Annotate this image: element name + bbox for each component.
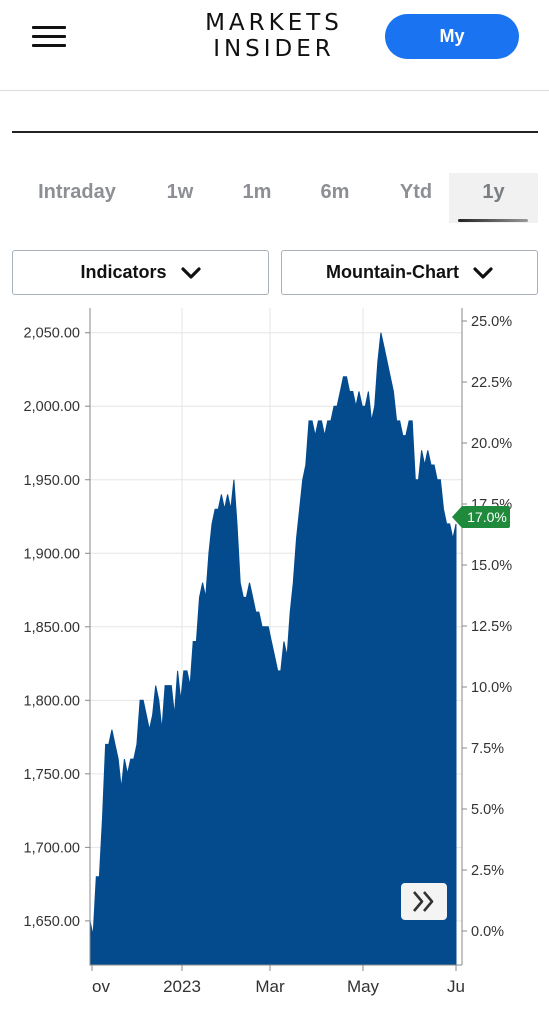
tab-1y[interactable]: 1y [449, 173, 538, 223]
y-left-tick-label: 2,050.00 [24, 326, 80, 342]
expand-button-bg [401, 883, 447, 920]
x-tick-label: 2023 [163, 977, 201, 996]
tab-1w[interactable]: 1w [166, 181, 194, 203]
y-right-tick-label: 25.0% [471, 314, 512, 330]
time-range-tabs: Intraday 1w 1m 6m Ytd 1y [0, 173, 549, 223]
top-header: MARKETS INSIDER My [0, 0, 549, 91]
active-tab-indicator [458, 219, 528, 222]
y-left-tick-label: 1,700.00 [24, 840, 80, 856]
y-right-tick-label: 7.5% [471, 741, 504, 757]
y-right-tick-label: 0.0% [471, 924, 504, 940]
y-right-tick-label: 5.0% [471, 802, 504, 818]
tab-1m[interactable]: 1m [242, 181, 272, 203]
y-left-tick-label: 1,850.00 [24, 620, 80, 636]
y-right-tick-label: 2.5% [471, 863, 504, 879]
x-tick-label: ov [92, 977, 110, 996]
hamburger-menu-icon[interactable] [32, 24, 68, 50]
chevron-down-icon [180, 266, 201, 279]
indicators-label: Indicators [80, 262, 167, 282]
divider [12, 131, 538, 133]
logo-line-1: MARKETS [205, 10, 343, 36]
markets-insider-logo[interactable]: MARKETS INSIDER [198, 10, 350, 62]
expand-chart-button[interactable] [401, 883, 447, 920]
tab-intraday[interactable]: Intraday [38, 181, 116, 203]
y-left-tick-label: 2,000.00 [24, 399, 80, 415]
logo-line-2: INSIDER [213, 36, 335, 62]
y-right-tick-label: 10.0% [471, 680, 512, 696]
chevron-down-icon [473, 266, 493, 279]
y-right-tick-label: 15.0% [471, 558, 512, 574]
mountain-chart-svg: 2,050.00 2,000.00 1,950.00 1,900.00 1,850.00… [24, 308, 512, 996]
y-left-tick-label: 1,950.00 [24, 473, 80, 489]
price-chart[interactable]: 2,050.00 2,000.00 1,950.00 1,900.00 1,850.00… [0, 308, 549, 1008]
y-left-tick-label: 1,900.00 [24, 546, 80, 562]
y-right-tick-label: 22.5% [471, 375, 512, 391]
x-tick-label: Ju [447, 977, 465, 996]
current-value-label: 17.0% [467, 509, 507, 525]
tab-6m[interactable]: 6m [320, 181, 350, 203]
mountain-area-series [89, 332, 457, 966]
y-left-tick-label: 1,650.00 [24, 914, 80, 930]
chart-type-dropdown[interactable]: Mountain-Chart [281, 250, 538, 295]
x-tick-label: May [347, 977, 380, 996]
y-right-tick-label: 20.0% [471, 436, 512, 452]
y-left-tick-label: 1,750.00 [24, 767, 80, 783]
x-tick-label: Mar [255, 977, 285, 996]
indicators-dropdown[interactable]: Indicators [12, 250, 269, 295]
tab-ytd[interactable]: Ytd [399, 181, 433, 203]
y-right-tick-label: 12.5% [471, 619, 512, 635]
my-account-button[interactable]: My [385, 14, 519, 59]
double-chevron-right-icon [413, 891, 434, 912]
current-value-badge [452, 506, 510, 528]
y-left-tick-label: 1,800.00 [24, 693, 80, 709]
chart-type-label: Mountain-Chart [326, 262, 459, 282]
